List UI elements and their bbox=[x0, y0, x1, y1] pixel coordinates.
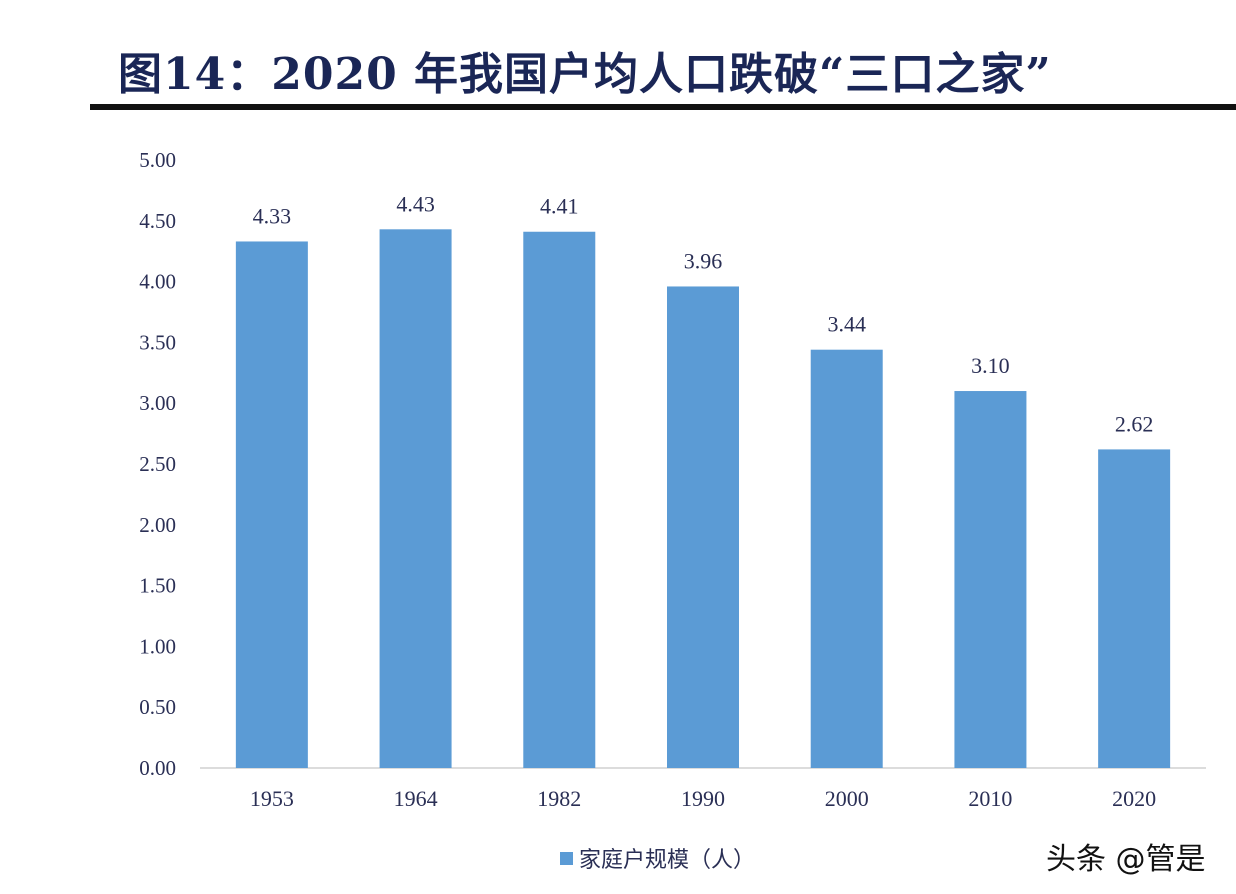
title-divider bbox=[90, 104, 1236, 110]
legend-label: 家庭户规模（人） bbox=[579, 848, 756, 873]
bar bbox=[523, 231, 596, 768]
bar bbox=[235, 241, 308, 769]
watermark: 头条 @管是 bbox=[1046, 842, 1206, 877]
chart-title: 图14：2020 年我国户均人口跌破“三口之家” bbox=[118, 49, 1052, 100]
legend: 家庭户规模（人） bbox=[560, 842, 755, 874]
y-tick-label: 3.00 bbox=[139, 391, 176, 415]
y-tick-label: 1.50 bbox=[139, 574, 176, 598]
bar bbox=[1098, 449, 1171, 768]
y-tick-label: 2.50 bbox=[139, 452, 176, 476]
y-tick-label: 2.00 bbox=[139, 513, 176, 537]
y-tick-label: 5.00 bbox=[139, 148, 176, 172]
x-tick-label: 2000 bbox=[825, 786, 869, 811]
bar bbox=[810, 349, 883, 768]
y-tick-label: 0.00 bbox=[139, 756, 176, 780]
data-label: 4.43 bbox=[396, 191, 435, 216]
data-label: 3.10 bbox=[971, 353, 1010, 378]
y-tick-label: 4.00 bbox=[139, 270, 176, 294]
y-tick-label: 1.00 bbox=[139, 634, 176, 658]
bar bbox=[667, 286, 739, 768]
x-tick-label: 1982 bbox=[537, 786, 581, 811]
y-tick-label: 0.50 bbox=[139, 695, 176, 719]
data-label: 3.44 bbox=[827, 312, 866, 337]
x-tick-label: 1964 bbox=[394, 786, 438, 811]
data-label: 2.62 bbox=[1115, 411, 1154, 436]
y-tick-label: 4.50 bbox=[139, 209, 176, 233]
x-tick-label: 2020 bbox=[1112, 786, 1156, 811]
data-label: 4.41 bbox=[540, 194, 579, 219]
legend-swatch bbox=[560, 851, 573, 865]
data-label: 4.33 bbox=[253, 203, 292, 228]
data-label: 3.96 bbox=[684, 248, 723, 273]
y-tick-label: 3.50 bbox=[139, 330, 176, 354]
x-tick-label: 1990 bbox=[681, 786, 725, 811]
bar bbox=[379, 229, 452, 768]
x-tick-label: 1953 bbox=[250, 786, 294, 811]
x-tick-label: 2010 bbox=[968, 786, 1012, 811]
bar bbox=[954, 391, 1027, 768]
